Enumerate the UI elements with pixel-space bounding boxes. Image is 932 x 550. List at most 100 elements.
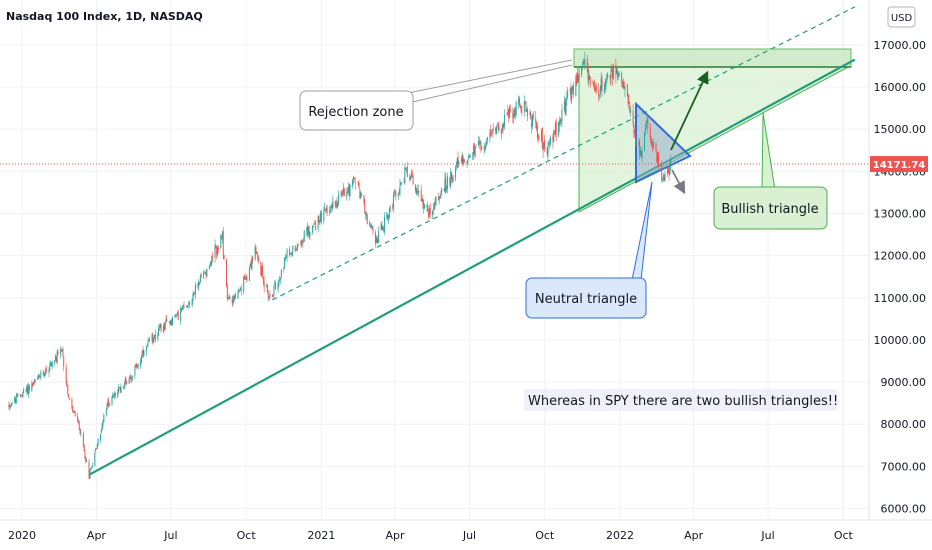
candle-body [220, 236, 222, 249]
candle-body [530, 113, 532, 120]
candle-body [192, 294, 194, 300]
candle-body [468, 156, 470, 158]
candle-body [216, 246, 218, 255]
candle-body [154, 334, 156, 339]
candle-body [51, 363, 53, 367]
candle-body [153, 339, 155, 343]
candle-body [451, 181, 453, 183]
candle-body [592, 81, 594, 84]
candle-body [458, 162, 460, 164]
candle-body [604, 84, 606, 87]
currency-label: USD [891, 13, 913, 24]
neutral-triangle-callout[interactable]: Neutral triangle [525, 277, 647, 319]
candle-body [340, 192, 342, 195]
candle-body [210, 261, 212, 265]
bullish-triangle-callout[interactable]: Bullish triangle [713, 186, 828, 230]
candle-body [326, 208, 328, 213]
spy-note[interactable]: Whereas in SPY there are two bullish tri… [524, 389, 838, 411]
candle-body [513, 115, 515, 120]
candle-body [639, 150, 641, 156]
candle-body [495, 128, 497, 132]
dashed-trend-line[interactable] [272, 6, 856, 301]
candle-body [117, 391, 119, 397]
candle-body [342, 194, 344, 196]
candle-body [37, 374, 39, 378]
candle-body [226, 260, 228, 287]
candle-body [314, 221, 316, 225]
candle-body [398, 192, 400, 194]
candle-body [73, 411, 75, 413]
candle-body [306, 227, 308, 230]
candle-body [56, 351, 58, 363]
candle-body [595, 86, 597, 91]
candle-body [175, 314, 177, 316]
candle-body [96, 444, 98, 449]
neutral-triangle-shape[interactable] [635, 101, 692, 184]
x-tick-label: Jul [462, 529, 476, 542]
long-term-support-line[interactable] [88, 58, 856, 476]
candle-body [131, 376, 133, 378]
x-axis[interactable]: 2020 Apr Jul Oct 2021 Apr Jul Oct 2022 Apr Jul Oct [8, 529, 854, 542]
candle-body [450, 173, 452, 187]
rejection-zone-callout[interactable]: Rejection zone [299, 90, 414, 131]
candle-body [172, 316, 174, 325]
candle-body [37, 378, 39, 380]
candle-body [653, 142, 655, 149]
candle-body [23, 389, 25, 394]
candle-body [566, 96, 568, 101]
current-price-label: 14171.74 [873, 160, 926, 171]
candle-body [393, 193, 395, 196]
candle-body [599, 86, 601, 95]
candle-body [540, 130, 542, 141]
candle-body [229, 296, 231, 300]
candle-body [594, 87, 596, 92]
candle-body [136, 363, 138, 368]
candle-body [182, 306, 184, 308]
candle-body [572, 85, 574, 90]
candle-body [383, 227, 385, 231]
neutral-triangle-pointer [631, 181, 653, 281]
candle-body [234, 295, 236, 297]
candle-body [481, 148, 483, 150]
candle-body [205, 273, 207, 275]
candle-body [395, 192, 397, 198]
candle-body [656, 152, 658, 162]
candle-body [169, 321, 171, 324]
candle-body [460, 160, 462, 163]
candle-body [82, 433, 84, 447]
rejection-zone-rect[interactable] [573, 48, 852, 68]
candle-body [151, 334, 153, 340]
candle-body [536, 122, 538, 129]
candle-body [536, 126, 538, 138]
candle-body [284, 257, 286, 268]
candle-body [48, 369, 50, 373]
candle-body [280, 269, 282, 278]
candle-body [433, 203, 435, 210]
candle-body [66, 383, 68, 385]
candle-body [662, 175, 664, 181]
y-axis[interactable]: 6000.00 7000.00 8000.00 9000.00 10000.00 1100… [874, 39, 927, 516]
candle-body [519, 105, 521, 108]
y-tick-label: 15000.00 [874, 123, 927, 136]
candle-body [302, 240, 304, 242]
candle-body [450, 171, 452, 180]
candle-body [123, 384, 125, 388]
candle-body [554, 131, 556, 133]
candle-body [662, 179, 664, 181]
candle-body [532, 114, 534, 118]
currency-badge[interactable]: USD [887, 6, 916, 28]
candle-body [143, 350, 145, 356]
candle-body [503, 123, 505, 127]
candle-body [300, 240, 302, 245]
candle-body [223, 255, 225, 260]
candle-body [244, 278, 246, 280]
candle-body [622, 82, 624, 88]
candle-body [320, 212, 322, 223]
candle-body [462, 155, 464, 164]
candle-body [140, 355, 142, 363]
candle-body [180, 308, 182, 322]
candle-body [490, 130, 492, 132]
candle-body [633, 125, 635, 133]
candle-body [249, 264, 251, 266]
